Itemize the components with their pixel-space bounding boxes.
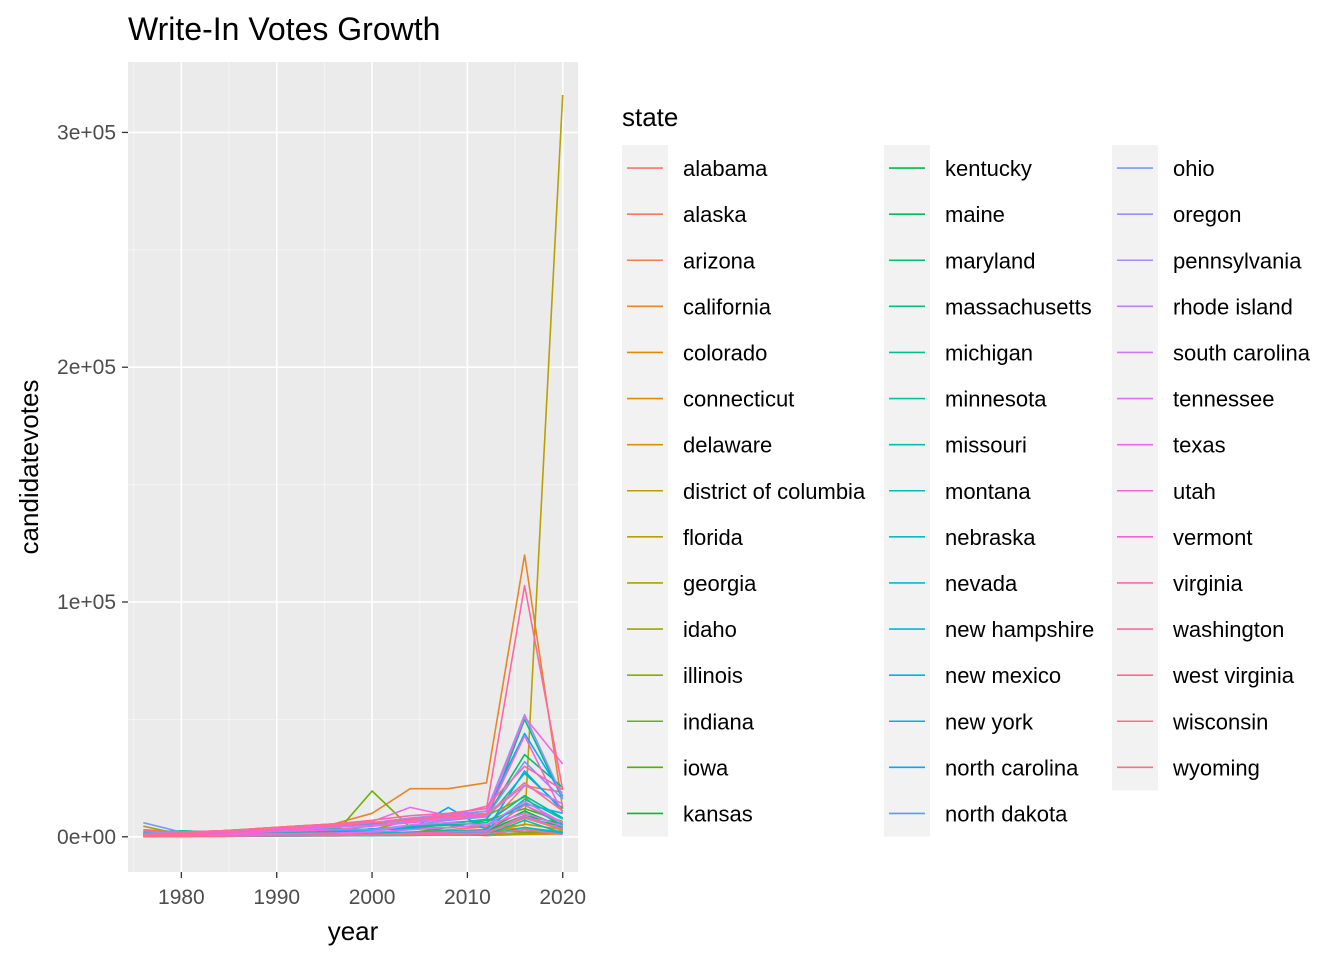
legend-label: pennsylvania <box>1173 248 1302 273</box>
legend-label: new mexico <box>945 663 1061 688</box>
series-line-virginia <box>143 765 564 836</box>
legend-label: connecticut <box>683 387 794 412</box>
legend-label: new york <box>945 709 1034 734</box>
x-tick-label: 2020 <box>539 886 586 909</box>
legend-label: south carolina <box>1173 340 1311 365</box>
legend-label: north dakota <box>945 801 1068 826</box>
legend-label: new hampshire <box>945 617 1094 642</box>
legend-label: iowa <box>683 755 729 780</box>
legend-label: west virginia <box>1172 663 1295 688</box>
legend-label: colorado <box>683 340 767 365</box>
legend-label: nebraska <box>945 525 1036 550</box>
x-axis: 1980 1990 2000 2010 2020 <box>158 872 586 909</box>
x-tick-label: 2010 <box>444 886 491 909</box>
legend-label: alabama <box>683 156 768 181</box>
y-tick-label: 1e+05 <box>57 591 116 614</box>
x-tick-label: 1990 <box>253 886 300 909</box>
legend-label: idaho <box>683 617 737 642</box>
legend-key-background <box>1112 145 1158 791</box>
legend-label: nevada <box>945 571 1018 596</box>
y-axis: 0e+00 1e+05 2e+05 3e+05 <box>57 121 128 849</box>
legend-label: indiana <box>683 709 755 734</box>
legend-label: missouri <box>945 433 1027 458</box>
x-axis-title: year <box>328 916 379 946</box>
legend-label: florida <box>683 525 744 550</box>
legend-label: virginia <box>1173 571 1243 596</box>
legend-label: arizona <box>683 248 756 273</box>
legend-label: oregon <box>1173 202 1242 227</box>
series-line-wisconsin <box>143 781 564 836</box>
legend-label: ohio <box>1173 156 1215 181</box>
legend-label: north carolina <box>945 755 1079 780</box>
y-tick-label: 2e+05 <box>57 356 116 379</box>
legend-label: michigan <box>945 340 1033 365</box>
series-line-wyoming <box>143 817 563 838</box>
series-lines <box>143 94 564 838</box>
legend-label: tennessee <box>1173 387 1275 412</box>
legend-label: delaware <box>683 433 772 458</box>
grid-major <box>128 62 578 872</box>
legend-label: georgia <box>683 571 757 596</box>
x-tick-label: 1980 <box>158 886 205 909</box>
legend-label: maryland <box>945 248 1035 273</box>
chart-title: Write-In Votes Growth <box>128 11 440 47</box>
legend-label: minnesota <box>945 387 1047 412</box>
y-tick-label: 3e+05 <box>57 121 116 144</box>
legend-label: massachusetts <box>945 294 1092 319</box>
x-tick-label: 2000 <box>349 886 396 909</box>
legend-label: wyoming <box>1172 755 1260 780</box>
legend-label: washington <box>1172 617 1284 642</box>
legend-label: maine <box>945 202 1005 227</box>
legend-label: rhode island <box>1173 294 1293 319</box>
legend-label: california <box>683 294 772 319</box>
y-tick-label: 0e+00 <box>57 826 116 849</box>
legend-label: alaska <box>683 202 747 227</box>
legend-title: state <box>622 102 678 132</box>
legend-label: illinois <box>683 663 743 688</box>
legend: state alabama alaska arizona california colo… <box>622 102 1311 837</box>
legend-label: montana <box>945 479 1031 504</box>
plot-panel-background <box>128 62 578 872</box>
legend-label: utah <box>1173 479 1216 504</box>
legend-label: district of columbia <box>683 479 866 504</box>
legend-label: wisconsin <box>1172 709 1268 734</box>
legend-label: vermont <box>1173 525 1252 550</box>
y-axis-title: candidatevotes <box>14 380 44 555</box>
series-line-tennessee <box>143 812 563 837</box>
legend-items: alabama alaska arizona california colorado co… <box>622 145 1311 837</box>
legend-label: kansas <box>683 801 753 826</box>
grid-minor <box>128 62 578 872</box>
legend-label: kentucky <box>945 156 1032 181</box>
legend-label: texas <box>1173 433 1226 458</box>
